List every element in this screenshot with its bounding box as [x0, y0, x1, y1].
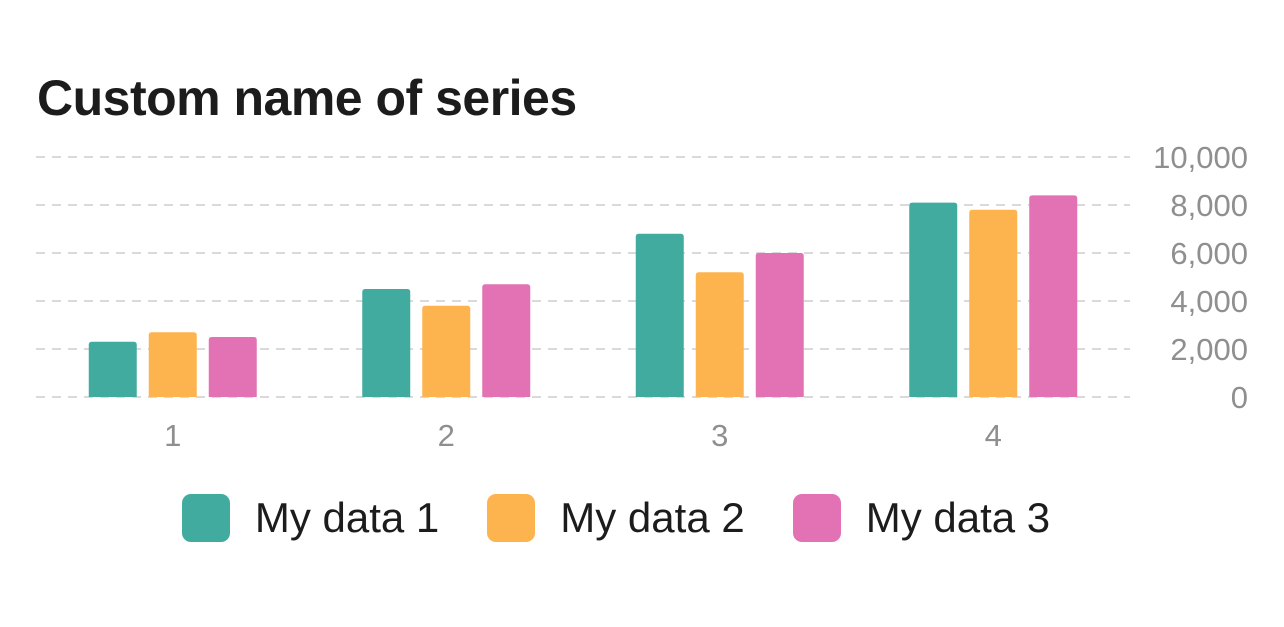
bar-2-3[interactable]: [695, 272, 744, 397]
legend: My data 1 My data 2 My data 3: [0, 494, 1232, 542]
x-tick-label: 1: [164, 418, 181, 453]
x-axis-ticks: 1 2 3 4: [164, 418, 1002, 453]
chart-title: Custom name of series: [37, 70, 577, 126]
y-tick-label: 0: [1231, 380, 1248, 415]
bars: [88, 195, 1078, 397]
legend-label: My data 1: [254, 494, 440, 541]
legend-item-series-3[interactable]: My data 3: [792, 494, 1051, 542]
legend-swatch: [792, 494, 841, 542]
bar-1-4[interactable]: [909, 202, 958, 397]
bar-3-2[interactable]: [482, 284, 531, 397]
bar-2-2[interactable]: [422, 305, 471, 397]
legend-swatch: [181, 494, 230, 542]
y-tick-label: 10,000: [1153, 140, 1248, 175]
bar-1-1[interactable]: [88, 341, 137, 397]
bar-1-3[interactable]: [635, 233, 684, 397]
bar-1-2[interactable]: [362, 289, 411, 397]
legend-label: My data 2: [560, 494, 745, 541]
legend-swatch: [487, 494, 536, 542]
y-axis-ticks: 0 2,000 4,000 6,000 8,000 10,000: [1153, 140, 1248, 415]
bar-2-4[interactable]: [969, 209, 1018, 397]
x-tick-label: 2: [438, 418, 455, 453]
legend-item-series-1[interactable]: My data 1: [181, 494, 440, 542]
legend-item-series-2[interactable]: My data 2: [487, 494, 745, 542]
gridlines: [36, 156, 1130, 398]
legend-label: My data 3: [865, 494, 1051, 541]
x-tick-label: 4: [985, 418, 1002, 453]
y-tick-label: 8,000: [1170, 188, 1248, 223]
bar-2-1[interactable]: [148, 332, 197, 397]
bar-3-4[interactable]: [1029, 195, 1078, 397]
bar-3-1[interactable]: [208, 337, 257, 397]
x-tick-label: 3: [711, 418, 728, 453]
bar-3-3[interactable]: [755, 253, 804, 397]
bar-chart: 0 2,000 4,000 6,000 8,000 10,000 1 2 3 4: [36, 140, 1248, 453]
y-tick-label: 2,000: [1170, 332, 1248, 367]
y-tick-label: 4,000: [1170, 284, 1248, 319]
y-tick-label: 6,000: [1170, 236, 1248, 271]
